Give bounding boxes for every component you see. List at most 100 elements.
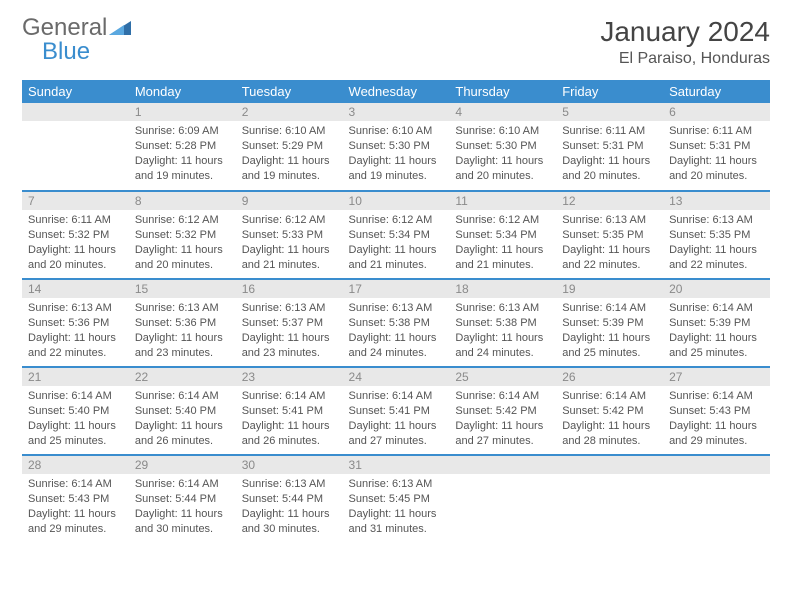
day-number: 26 (556, 368, 663, 386)
sunrise-text: Sunrise: 6:10 AM (455, 124, 550, 139)
calendar-cell (449, 455, 556, 543)
day-number: 2 (236, 103, 343, 121)
day-number: 27 (663, 368, 770, 386)
calendar-cell (22, 103, 129, 191)
calendar-cell: 3Sunrise: 6:10 AMSunset: 5:30 PMDaylight… (343, 103, 450, 191)
logo: GeneralBlue (22, 16, 131, 64)
daylight-text: Daylight: 11 hours and 23 minutes. (242, 331, 337, 361)
day-number: 19 (556, 280, 663, 298)
calendar-cell: 12Sunrise: 6:13 AMSunset: 5:35 PMDayligh… (556, 191, 663, 279)
sunset-text: Sunset: 5:29 PM (242, 139, 337, 154)
calendar-cell: 16Sunrise: 6:13 AMSunset: 5:37 PMDayligh… (236, 279, 343, 367)
sunset-text: Sunset: 5:43 PM (28, 492, 123, 507)
sunrise-text: Sunrise: 6:10 AM (349, 124, 444, 139)
day-header: Friday (556, 80, 663, 103)
sunrise-text: Sunrise: 6:14 AM (562, 301, 657, 316)
day-content: Sunrise: 6:14 AMSunset: 5:41 PMDaylight:… (236, 386, 343, 452)
daylight-text: Daylight: 11 hours and 21 minutes. (455, 243, 550, 273)
sunset-text: Sunset: 5:36 PM (135, 316, 230, 331)
daylight-text: Daylight: 11 hours and 27 minutes. (349, 419, 444, 449)
daylight-text: Daylight: 11 hours and 28 minutes. (562, 419, 657, 449)
daylight-text: Daylight: 11 hours and 22 minutes. (562, 243, 657, 273)
sunset-text: Sunset: 5:31 PM (562, 139, 657, 154)
calendar-cell: 18Sunrise: 6:13 AMSunset: 5:38 PMDayligh… (449, 279, 556, 367)
sunrise-text: Sunrise: 6:13 AM (562, 213, 657, 228)
calendar-cell: 20Sunrise: 6:14 AMSunset: 5:39 PMDayligh… (663, 279, 770, 367)
day-number: 20 (663, 280, 770, 298)
calendar-cell: 17Sunrise: 6:13 AMSunset: 5:38 PMDayligh… (343, 279, 450, 367)
calendar-cell: 29Sunrise: 6:14 AMSunset: 5:44 PMDayligh… (129, 455, 236, 543)
day-content: Sunrise: 6:14 AMSunset: 5:40 PMDaylight:… (22, 386, 129, 452)
sunrise-text: Sunrise: 6:13 AM (455, 301, 550, 316)
daylight-text: Daylight: 11 hours and 20 minutes. (455, 154, 550, 184)
calendar-cell: 19Sunrise: 6:14 AMSunset: 5:39 PMDayligh… (556, 279, 663, 367)
sunset-text: Sunset: 5:41 PM (242, 404, 337, 419)
daylight-text: Daylight: 11 hours and 26 minutes. (242, 419, 337, 449)
day-content: Sunrise: 6:10 AMSunset: 5:29 PMDaylight:… (236, 121, 343, 187)
day-number: 13 (663, 192, 770, 210)
title-block: January 2024 El Paraiso, Honduras (600, 16, 770, 68)
sunset-text: Sunset: 5:45 PM (349, 492, 444, 507)
calendar-cell: 22Sunrise: 6:14 AMSunset: 5:40 PMDayligh… (129, 367, 236, 455)
sunrise-text: Sunrise: 6:14 AM (669, 301, 764, 316)
daylight-text: Daylight: 11 hours and 24 minutes. (455, 331, 550, 361)
day-number: 4 (449, 103, 556, 121)
day-number: 11 (449, 192, 556, 210)
sunrise-text: Sunrise: 6:10 AM (242, 124, 337, 139)
daylight-text: Daylight: 11 hours and 23 minutes. (135, 331, 230, 361)
day-number: 22 (129, 368, 236, 386)
day-content: Sunrise: 6:12 AMSunset: 5:32 PMDaylight:… (129, 210, 236, 276)
calendar-table: SundayMondayTuesdayWednesdayThursdayFrid… (22, 80, 770, 543)
sunset-text: Sunset: 5:39 PM (669, 316, 764, 331)
sunrise-text: Sunrise: 6:14 AM (135, 477, 230, 492)
calendar-cell: 21Sunrise: 6:14 AMSunset: 5:40 PMDayligh… (22, 367, 129, 455)
sunrise-text: Sunrise: 6:14 AM (562, 389, 657, 404)
calendar-cell: 10Sunrise: 6:12 AMSunset: 5:34 PMDayligh… (343, 191, 450, 279)
day-content: Sunrise: 6:13 AMSunset: 5:38 PMDaylight:… (449, 298, 556, 364)
calendar-cell: 30Sunrise: 6:13 AMSunset: 5:44 PMDayligh… (236, 455, 343, 543)
sunrise-text: Sunrise: 6:14 AM (669, 389, 764, 404)
sunset-text: Sunset: 5:40 PM (28, 404, 123, 419)
day-number: 15 (129, 280, 236, 298)
daylight-text: Daylight: 11 hours and 20 minutes. (28, 243, 123, 273)
day-number: 7 (22, 192, 129, 210)
sunrise-text: Sunrise: 6:13 AM (28, 301, 123, 316)
day-content: Sunrise: 6:14 AMSunset: 5:42 PMDaylight:… (449, 386, 556, 452)
day-content: Sunrise: 6:14 AMSunset: 5:44 PMDaylight:… (129, 474, 236, 540)
sunrise-text: Sunrise: 6:14 AM (135, 389, 230, 404)
day-content: Sunrise: 6:12 AMSunset: 5:34 PMDaylight:… (449, 210, 556, 276)
calendar-cell: 7Sunrise: 6:11 AMSunset: 5:32 PMDaylight… (22, 191, 129, 279)
sunrise-text: Sunrise: 6:14 AM (349, 389, 444, 404)
day-content: Sunrise: 6:14 AMSunset: 5:40 PMDaylight:… (129, 386, 236, 452)
location: El Paraiso, Honduras (600, 50, 770, 68)
sunrise-text: Sunrise: 6:13 AM (349, 301, 444, 316)
sunset-text: Sunset: 5:28 PM (135, 139, 230, 154)
day-content: Sunrise: 6:13 AMSunset: 5:38 PMDaylight:… (343, 298, 450, 364)
sunset-text: Sunset: 5:36 PM (28, 316, 123, 331)
sunrise-text: Sunrise: 6:14 AM (28, 477, 123, 492)
sunrise-text: Sunrise: 6:11 AM (669, 124, 764, 139)
day-content: Sunrise: 6:14 AMSunset: 5:39 PMDaylight:… (663, 298, 770, 364)
daylight-text: Daylight: 11 hours and 30 minutes. (135, 507, 230, 537)
daylight-text: Daylight: 11 hours and 19 minutes. (349, 154, 444, 184)
day-number: 17 (343, 280, 450, 298)
day-content: Sunrise: 6:13 AMSunset: 5:35 PMDaylight:… (663, 210, 770, 276)
day-number: 21 (22, 368, 129, 386)
calendar-cell: 24Sunrise: 6:14 AMSunset: 5:41 PMDayligh… (343, 367, 450, 455)
day-number: 3 (343, 103, 450, 121)
day-header: Saturday (663, 80, 770, 103)
sunrise-text: Sunrise: 6:12 AM (349, 213, 444, 228)
day-header: Monday (129, 80, 236, 103)
daylight-text: Daylight: 11 hours and 25 minutes. (562, 331, 657, 361)
day-content: Sunrise: 6:13 AMSunset: 5:35 PMDaylight:… (556, 210, 663, 276)
calendar-cell: 13Sunrise: 6:13 AMSunset: 5:35 PMDayligh… (663, 191, 770, 279)
day-header: Wednesday (343, 80, 450, 103)
calendar-cell: 25Sunrise: 6:14 AMSunset: 5:42 PMDayligh… (449, 367, 556, 455)
day-number: 8 (129, 192, 236, 210)
day-number: 30 (236, 456, 343, 474)
sunrise-text: Sunrise: 6:13 AM (242, 301, 337, 316)
sunset-text: Sunset: 5:38 PM (349, 316, 444, 331)
day-number: 12 (556, 192, 663, 210)
sunrise-text: Sunrise: 6:11 AM (562, 124, 657, 139)
daylight-text: Daylight: 11 hours and 21 minutes. (349, 243, 444, 273)
